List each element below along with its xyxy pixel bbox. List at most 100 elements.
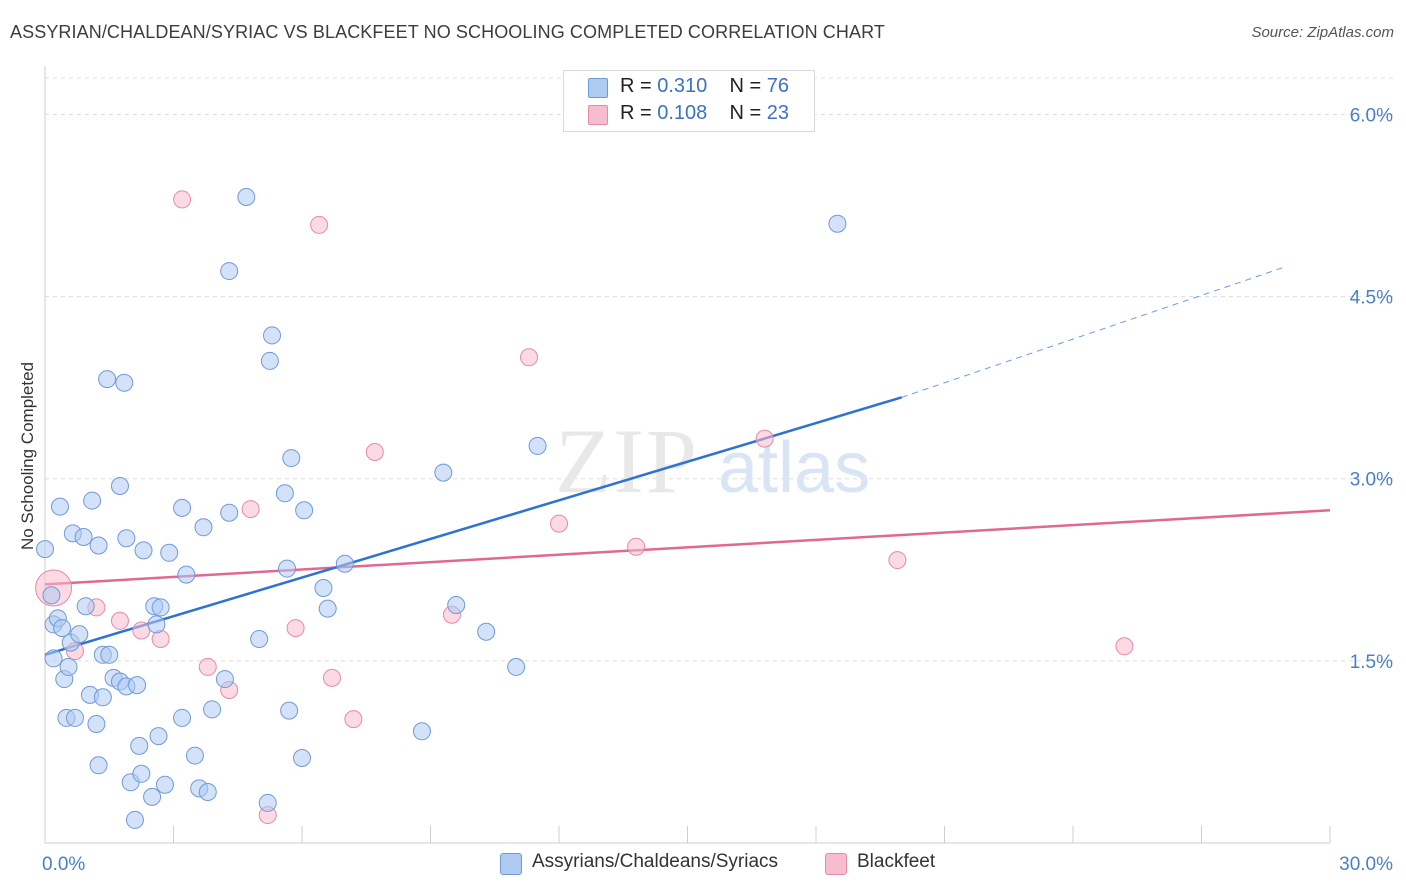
y-tick-label: 4.5% — [1350, 288, 1393, 309]
axes — [44, 66, 1331, 844]
legend-swatch-blackfeet — [825, 853, 847, 875]
assyrians-point — [160, 543, 179, 562]
assyrians-point — [36, 540, 54, 559]
points — [35, 188, 1134, 829]
y-tick-label: 6.0% — [1350, 105, 1393, 126]
assyrians-trendline-extension — [901, 265, 1288, 398]
assyrians-point — [220, 503, 239, 522]
swatch-assyrians — [588, 78, 608, 98]
assyrians-point — [194, 518, 213, 537]
stats-text-blackfeet: R = 0.108 N = 23 — [620, 102, 789, 125]
source-label: Source: ZipAtlas.com — [1251, 24, 1394, 41]
blackfeet-point — [132, 621, 151, 640]
r-value: 0.310 — [657, 75, 708, 97]
assyrians-point — [93, 688, 112, 707]
assyrians-point — [263, 326, 282, 345]
assyrians-point — [44, 649, 63, 668]
assyrians-point — [83, 491, 102, 510]
assyrians-point — [412, 722, 431, 741]
assyrians-point — [50, 497, 69, 516]
r-label: R = — [620, 102, 652, 124]
assyrians-point — [280, 701, 299, 720]
watermark: ZIP atlas — [555, 410, 870, 512]
assyrians-point — [335, 554, 354, 573]
blackfeet-point — [365, 443, 384, 461]
assyrians-point — [198, 783, 217, 801]
assyrians-point — [318, 599, 337, 618]
assyrians-point — [220, 262, 239, 281]
assyrians-point — [278, 559, 297, 578]
x-tick-label: 30.0% — [1339, 854, 1393, 875]
assyrians-point — [314, 579, 333, 597]
assyrians-point — [203, 700, 222, 719]
n-value: 23 — [766, 102, 790, 124]
assyrians-point — [477, 622, 496, 641]
assyrians-point — [76, 597, 95, 616]
assyrians-point — [98, 370, 117, 389]
assyrians-point — [130, 736, 149, 755]
assyrians-point — [74, 528, 93, 546]
blackfeet-point — [241, 500, 260, 519]
assyrians-point — [134, 541, 153, 560]
blackfeet-point — [286, 619, 305, 638]
assyrians-point — [151, 598, 170, 617]
y-tick-label: 1.5% — [1350, 652, 1393, 673]
n-value: 76 — [766, 75, 790, 97]
assyrians-point — [42, 586, 61, 605]
assyrians-point — [89, 536, 108, 555]
assyrians-point — [177, 565, 196, 584]
blackfeet-point — [1115, 637, 1134, 656]
assyrians-point — [100, 645, 119, 664]
assyrians-point — [53, 619, 72, 638]
r-value: 0.108 — [657, 102, 708, 124]
blackfeet-point — [520, 348, 539, 367]
stats-legend: R = 0.310 N = 76 R = 0.108 N = 23 — [563, 70, 815, 132]
assyrians-point — [282, 449, 301, 468]
blackfeet-point — [310, 215, 329, 234]
assyrians-point — [173, 708, 192, 727]
assyrians-point — [89, 756, 108, 775]
assyrians-point — [155, 775, 174, 794]
assyrians-point — [260, 351, 279, 370]
assyrians-point — [258, 793, 277, 812]
assyrians-point — [434, 463, 453, 482]
assyrians-point — [117, 529, 136, 548]
watermark-zip: ZIP — [555, 410, 699, 512]
blackfeet-point — [627, 537, 646, 556]
assyrians-point — [828, 214, 847, 233]
n-label: N = — [729, 102, 762, 124]
n-label: N = — [729, 75, 762, 97]
tick-labels: 1.5% 3.0% 4.5% 6.0% 0.0% 30.0% — [42, 105, 1393, 875]
blackfeet-point — [322, 668, 341, 687]
assyrians-point — [65, 708, 84, 727]
blackfeet-point — [173, 190, 192, 209]
assyrians-point — [275, 484, 294, 503]
assyrians-point — [110, 477, 129, 495]
assyrians-point — [528, 436, 547, 455]
blackfeet-point — [888, 551, 907, 570]
legend-label-assyrians: Assyrians/Chaldeans/Syriacs — [532, 851, 779, 872]
r-label: R = — [620, 75, 652, 97]
assyrians-point — [293, 749, 311, 767]
blackfeet-point — [198, 657, 217, 676]
x-tick-label: 0.0% — [42, 854, 85, 875]
assyrians-point — [128, 676, 147, 695]
assyrians-point — [295, 501, 314, 520]
assyrians-point — [215, 670, 234, 689]
y-tick-label: 3.0% — [1350, 470, 1393, 491]
assyrians-point — [507, 657, 526, 676]
assyrians-point — [173, 498, 192, 517]
assyrians-point — [147, 615, 166, 634]
assyrians-point — [149, 727, 168, 746]
legend-swatch-assyrians — [500, 853, 522, 875]
stats-text-assyrians: R = 0.310 N = 76 — [620, 75, 789, 98]
assyrians-point — [250, 630, 269, 648]
legend-label-blackfeet: Blackfeet — [857, 851, 936, 872]
trendlines — [44, 265, 1331, 656]
assyrians-point — [132, 764, 151, 783]
assyrians-point — [185, 746, 204, 765]
blackfeet-trendline — [44, 509, 1331, 586]
assyrians-point — [70, 625, 89, 644]
assyrians-point — [143, 787, 162, 806]
